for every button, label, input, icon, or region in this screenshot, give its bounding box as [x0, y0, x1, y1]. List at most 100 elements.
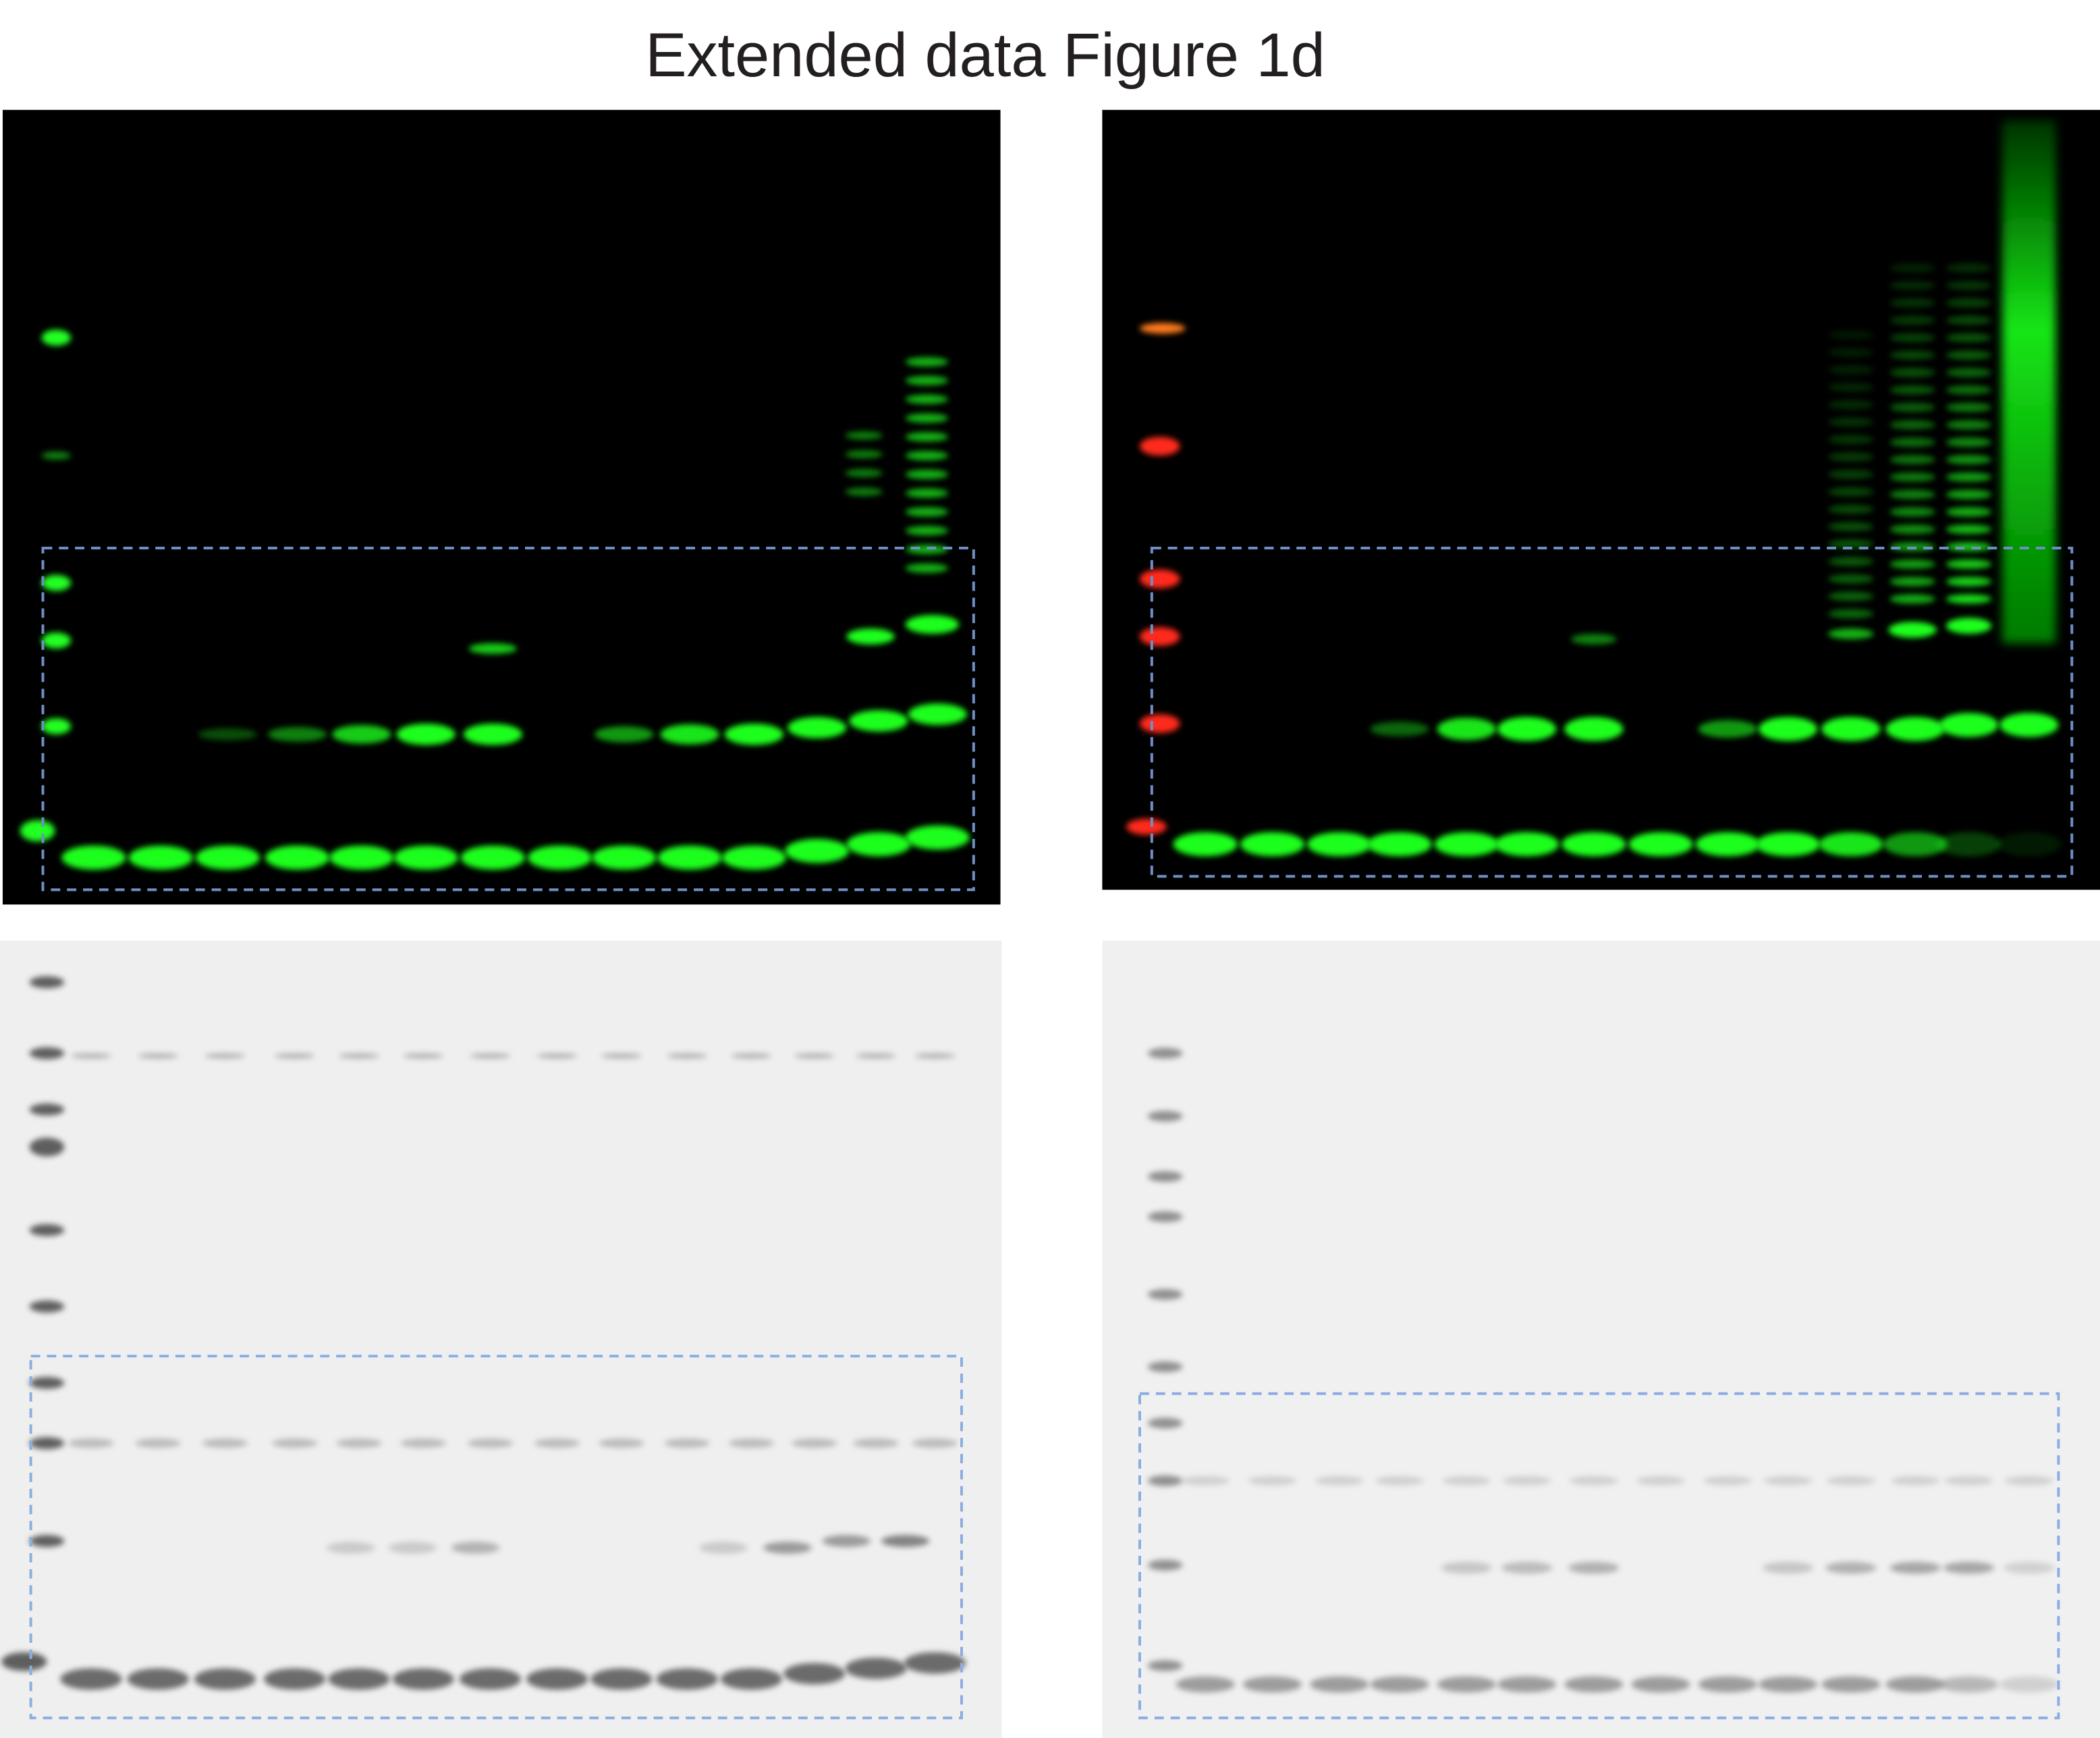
blot-panel-bottom-left	[0, 940, 1002, 1738]
band	[396, 724, 455, 745]
band	[1437, 1676, 1496, 1693]
band	[1441, 1561, 1492, 1574]
band	[845, 468, 883, 477]
band	[785, 838, 850, 863]
band	[1828, 452, 1874, 462]
band	[1889, 333, 1935, 343]
band	[905, 394, 949, 404]
band	[595, 726, 654, 742]
band	[1945, 472, 1992, 482]
band	[660, 724, 719, 744]
band	[1631, 1676, 1690, 1693]
band	[1828, 556, 1874, 566]
band	[1370, 1676, 1429, 1693]
band	[1945, 385, 1992, 395]
band	[467, 1438, 514, 1448]
band	[29, 1224, 65, 1237]
band	[1147, 1417, 1183, 1429]
band	[267, 727, 327, 742]
band	[1828, 417, 1874, 427]
band	[41, 329, 72, 346]
band	[1828, 330, 1874, 340]
band	[194, 1668, 256, 1690]
band	[881, 1535, 930, 1548]
band	[699, 1542, 748, 1554]
band	[328, 1668, 390, 1690]
band	[590, 1668, 653, 1690]
band	[1497, 717, 1557, 741]
band	[1945, 298, 1992, 308]
band	[1945, 507, 1992, 517]
band	[1147, 1559, 1183, 1571]
band	[1147, 1048, 1183, 1059]
band	[1889, 455, 1935, 464]
band	[1698, 1676, 1757, 1693]
band	[1889, 437, 1935, 447]
band	[263, 1668, 326, 1690]
band	[905, 615, 960, 634]
band	[29, 1535, 65, 1548]
band	[721, 845, 787, 870]
band	[1437, 717, 1496, 740]
band	[1564, 1676, 1624, 1693]
band	[138, 1053, 178, 1059]
band	[1242, 1676, 1302, 1693]
band	[1999, 1676, 2059, 1693]
band	[905, 451, 949, 460]
band	[1999, 713, 2059, 737]
band	[1889, 420, 1935, 430]
band	[1828, 504, 1874, 514]
band	[68, 1438, 114, 1448]
band	[1945, 263, 1992, 273]
band	[1703, 1475, 1752, 1486]
band	[29, 1300, 65, 1313]
band	[1943, 1561, 1995, 1574]
band	[29, 1137, 65, 1157]
band	[2004, 1561, 2055, 1574]
band	[599, 1438, 644, 1448]
band	[393, 845, 458, 870]
band	[1883, 832, 1947, 857]
blot-panel-top-left	[2, 109, 1001, 905]
band	[905, 507, 949, 517]
band	[1494, 832, 1559, 857]
band	[41, 632, 72, 649]
band	[1945, 280, 1992, 290]
band	[41, 574, 72, 591]
band	[783, 1662, 846, 1685]
band	[60, 1668, 122, 1690]
band	[1181, 1475, 1229, 1486]
band	[1762, 1561, 1814, 1574]
band	[1828, 574, 1874, 584]
band	[1173, 832, 1238, 857]
band	[1307, 832, 1372, 857]
blot-panel-top-right	[1102, 109, 2100, 890]
band	[845, 1657, 907, 1679]
band	[1889, 576, 1935, 587]
band	[1147, 1211, 1183, 1222]
band	[135, 1438, 181, 1448]
band	[1758, 1676, 1818, 1693]
band	[904, 1652, 966, 1674]
crop-box	[29, 1355, 963, 1720]
band	[1945, 576, 1992, 587]
band	[1147, 1171, 1183, 1183]
band	[905, 563, 949, 573]
band	[1139, 627, 1180, 646]
band	[460, 845, 525, 870]
band	[1, 1652, 47, 1671]
band	[1945, 367, 1992, 377]
band	[1315, 1475, 1364, 1486]
band	[1945, 559, 1992, 569]
band	[1139, 323, 1186, 334]
band	[1885, 717, 1945, 741]
band	[763, 1542, 812, 1554]
band	[41, 452, 72, 460]
band	[71, 1053, 111, 1059]
band	[1126, 819, 1167, 835]
band	[274, 1053, 315, 1059]
band	[905, 526, 949, 536]
band	[1936, 832, 2001, 857]
band	[1571, 634, 1617, 645]
band	[1636, 1475, 1685, 1486]
